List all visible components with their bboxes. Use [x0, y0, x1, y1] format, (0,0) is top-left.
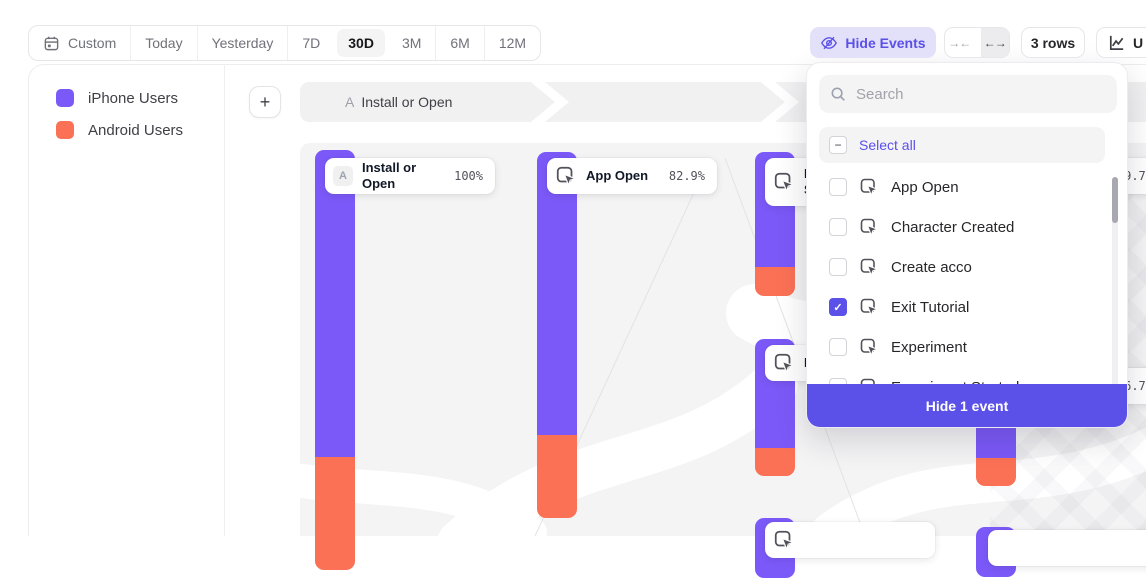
legend-label: Android Users	[88, 121, 184, 139]
hide-events-dropdown: − Select all App Open Character Created …	[806, 62, 1128, 428]
event-list: App Open Character Created Create acco ✓…	[819, 167, 1111, 407]
checkbox-checked[interactable]: ✓	[829, 298, 847, 316]
rows-button[interactable]: 3 rows	[1021, 27, 1085, 58]
event-item-label: Create acco	[891, 258, 972, 276]
android-segment	[755, 267, 795, 296]
event-item-create-acco[interactable]: Create acco	[819, 247, 1111, 287]
step-card-percent: 82.9%	[668, 169, 705, 183]
line-chart-icon	[1107, 33, 1126, 52]
date-range-control: Custom Today Yesterday 7D 30D 3M 6M 12M	[28, 25, 542, 61]
hide-event-confirm-button[interactable]: Hide 1 event	[807, 384, 1127, 427]
event-icon	[859, 217, 879, 237]
android-segment	[976, 458, 1016, 486]
event-icon	[773, 171, 795, 193]
select-all-row[interactable]: − Select all	[819, 127, 1105, 163]
collapse-columns-button[interactable]: →←	[948, 35, 971, 50]
funnel-bar-step1[interactable]	[315, 150, 355, 570]
date-range-12m[interactable]: 12M	[483, 26, 540, 60]
step-card-row3[interactable]	[765, 522, 935, 558]
chart-type-label: U	[1133, 34, 1144, 51]
date-range-custom[interactable]: Custom	[29, 26, 130, 60]
event-icon	[859, 337, 879, 357]
event-icon	[859, 257, 879, 277]
step-header-label: Install or Open	[361, 94, 453, 110]
checkbox[interactable]	[829, 258, 847, 276]
step-card-label: App Open	[586, 167, 649, 183]
checkbox[interactable]	[829, 218, 847, 236]
event-icon	[773, 352, 795, 374]
checkbox[interactable]	[829, 178, 847, 196]
funnel-bar-step2[interactable]	[537, 152, 577, 518]
event-item-label: Experiment	[891, 338, 967, 356]
hide-events-button[interactable]: Hide Events	[810, 27, 936, 58]
step-badge: A	[333, 166, 353, 186]
date-range-today[interactable]: Today	[130, 26, 196, 60]
chart-type-button[interactable]: U	[1096, 27, 1146, 58]
check-icon: ✓	[833, 301, 843, 314]
select-all-label: Select all	[859, 137, 916, 153]
step-card-percent: 6.7%	[1124, 379, 1146, 393]
checkbox[interactable]	[829, 338, 847, 356]
minus-icon: −	[834, 138, 842, 152]
step-letter: A	[345, 94, 355, 110]
column-width-control: →← ←→	[944, 27, 1010, 58]
legend-item-iphone[interactable]: iPhone Users	[56, 89, 224, 107]
step-card-app-open[interactable]: App Open 82.9%	[547, 158, 717, 194]
event-icon	[773, 529, 795, 551]
event-icon	[859, 177, 879, 197]
search-icon	[829, 85, 847, 103]
eye-off-icon	[820, 34, 838, 52]
event-item-exit-tutorial[interactable]: ✓ Exit Tutorial	[819, 287, 1111, 327]
event-icon	[555, 165, 577, 187]
expand-columns-button[interactable]: ←→	[980, 28, 1009, 57]
android-segment	[755, 448, 795, 476]
android-color-swatch	[56, 121, 74, 139]
select-all-checkbox[interactable]: −	[829, 136, 847, 154]
android-segment	[315, 457, 355, 570]
step-card-percent: 100%	[454, 169, 483, 183]
date-range-custom-label: Custom	[68, 35, 117, 51]
event-item-label: App Open	[891, 178, 959, 196]
add-step-button[interactable]: +	[249, 86, 281, 118]
rows-button-label: 3 rows	[1030, 34, 1076, 51]
date-range-30d[interactable]: 30D	[337, 29, 385, 57]
search-box	[819, 75, 1117, 113]
step-card-row3-next[interactable]	[988, 530, 1146, 566]
legend: iPhone Users Android Users	[28, 64, 225, 536]
iphone-segment	[315, 150, 355, 457]
scrollbar-track[interactable]	[1112, 177, 1118, 417]
event-item-character-created[interactable]: Character Created	[819, 207, 1111, 247]
step-card-install-or-open[interactable]: A Install or Open 100%	[325, 158, 495, 194]
step-card-label: Install or Open	[362, 159, 417, 191]
iphone-segment	[537, 152, 577, 435]
legend-item-android[interactable]: Android Users	[56, 121, 224, 139]
event-icon	[859, 297, 879, 317]
event-item-experiment[interactable]: Experiment	[819, 327, 1111, 367]
date-range-3m[interactable]: 3M	[401, 35, 422, 51]
event-item-label: Character Created	[891, 218, 1015, 236]
step-header-first[interactable]: A Install or Open	[345, 82, 452, 122]
date-range-6m[interactable]: 6M	[435, 26, 483, 60]
step-card-percent: 9.7%	[1124, 169, 1146, 183]
scrollbar-thumb[interactable]	[1112, 177, 1118, 223]
event-item-label: Exit Tutorial	[891, 298, 970, 316]
event-item-app-open[interactable]: App Open	[819, 167, 1111, 207]
date-range-yesterday[interactable]: Yesterday	[196, 26, 288, 60]
legend-label: iPhone Users	[88, 89, 179, 107]
search-input[interactable]	[856, 85, 1107, 103]
chevron-separators	[530, 82, 800, 122]
date-range-7d[interactable]: 7D	[287, 26, 334, 60]
calendar-icon	[43, 35, 60, 52]
android-segment	[537, 435, 577, 518]
iphone-color-swatch	[56, 89, 74, 107]
hide-events-label: Hide Events	[845, 34, 926, 51]
